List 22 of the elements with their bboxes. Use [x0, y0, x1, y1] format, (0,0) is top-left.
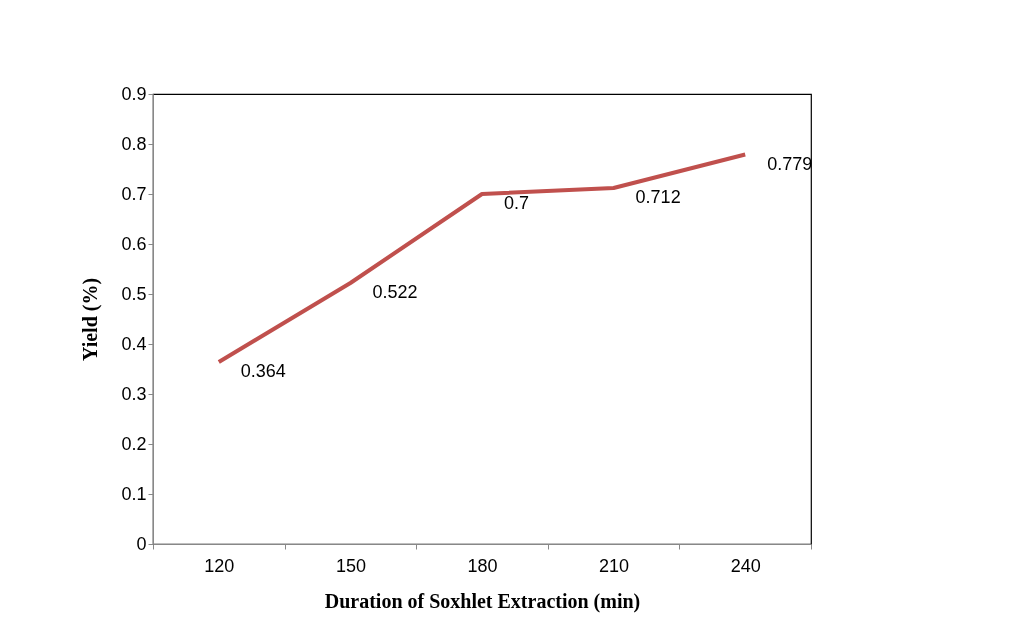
y-tick-label: 0.5	[121, 283, 147, 304]
data-label: 0.522	[372, 282, 418, 302]
data-label: 0.712	[635, 187, 681, 207]
y-tick-label: 0	[136, 533, 147, 554]
y-tick-label: 0.3	[121, 383, 147, 404]
y-tick-label: 0.2	[121, 433, 147, 454]
y-axis-title: Yield (%)	[79, 277, 103, 362]
x-axis-title: Duration of Soxhlet Extraction (min)	[324, 589, 641, 613]
y-tick-label: 0.7	[121, 183, 147, 204]
data-label: 0.7	[504, 193, 530, 213]
y-tick-label: 0.8	[121, 133, 147, 154]
x-tick-label: 240	[730, 555, 761, 576]
data-label: 0.364	[240, 361, 286, 381]
x-tick-label: 180	[467, 555, 498, 576]
y-tick-label: 0.9	[121, 83, 147, 104]
x-tick-label: 120	[204, 555, 235, 576]
y-tick-label: 0.1	[121, 483, 147, 504]
y-tick-label: 0.4	[121, 333, 147, 354]
x-tick-label: 210	[599, 555, 630, 576]
line-series	[216, 152, 748, 364]
x-tick-label: 150	[335, 555, 366, 576]
y-tick-label: 0.6	[121, 233, 147, 254]
